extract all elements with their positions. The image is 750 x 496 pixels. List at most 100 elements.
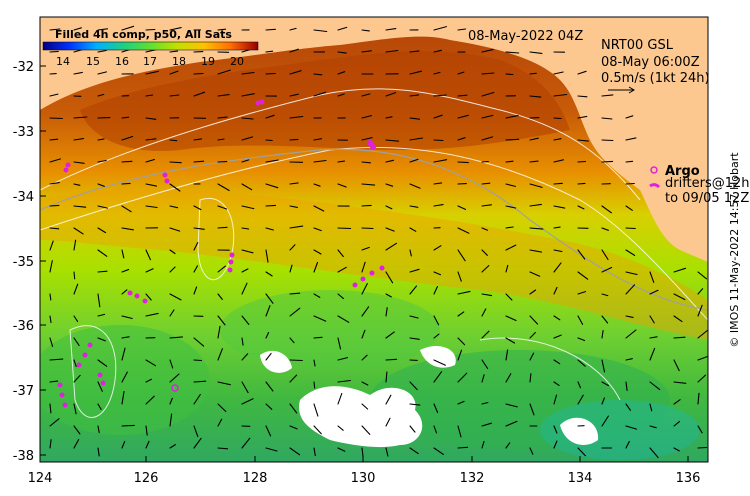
current-arrow [553,249,563,253]
current-arrow [217,183,230,192]
current-arrow [625,249,636,256]
current-arrow [577,359,586,367]
current-arrow [337,26,348,31]
current-arrow [625,425,638,430]
current-arrow [49,293,52,301]
current-arrow [625,205,633,211]
current-arrow [49,158,62,163]
current-arrow [505,183,516,187]
current-arrow [337,315,350,323]
current-arrow [529,51,543,54]
current-arrow [385,242,398,251]
current-arrow [313,183,321,187]
current-arrow [313,91,327,97]
current-arrow [409,50,420,53]
current-arrow [457,372,468,383]
current-arrow [577,249,586,260]
current-arrow [553,381,560,386]
current-arrow [265,352,272,361]
current-arrow [265,139,273,142]
current-arrow [265,305,271,317]
current-arrow [217,116,228,119]
current-arrow [361,283,368,295]
current-arrow [289,225,304,229]
current-arrow [409,117,421,120]
current-arrow [241,93,255,97]
current-arrow [73,138,85,141]
current-arrow [385,28,397,31]
colorbar-label: 15 [86,55,100,68]
current-arrow [217,403,227,413]
current-arrow [121,315,133,320]
argo-tracks [57,99,385,408]
current-arrow [553,359,561,365]
current-arrow [433,315,440,326]
current-arrow [169,336,184,339]
current-arrow [481,308,487,317]
current-arrow [241,183,253,191]
current-arrow [97,403,102,410]
current-arrow [385,227,395,232]
current-arrow [289,359,303,362]
current-arrow [265,249,269,263]
current-arrow [73,315,79,322]
current-arrow [601,227,609,231]
current-arrow [457,28,467,31]
current-arrow [193,72,204,75]
current-arrow [241,381,249,394]
current-arrow [217,348,223,361]
cloud-gap [560,417,599,445]
current-arrow [697,392,700,405]
current-arrow [337,71,346,75]
current-arrow [121,289,128,295]
current-arrow [169,161,182,164]
current-arrow [313,249,322,255]
current-arrow [433,71,441,75]
current-arrow [577,291,587,295]
current-arrow [145,268,154,273]
current-arrow [529,447,534,455]
current-arrow [601,397,605,405]
current-arrow [265,183,279,189]
current-arrow [241,282,248,295]
current-arrow [289,447,301,456]
current-arrow [577,337,586,342]
current-arrow [553,182,563,185]
current-arrow [577,95,588,98]
current-arrow [433,49,443,53]
current-arrow [361,29,370,32]
current-arrow [649,381,661,391]
cloud-gap [299,386,423,448]
current-arrow [433,333,440,339]
drifter-track-icon [649,183,661,189]
current-arrow [553,93,568,97]
current-arrow [481,49,494,53]
current-arrow [385,205,393,210]
current-arrow [169,397,173,405]
current-arrow [337,425,344,431]
current-arrow [385,271,394,284]
current-arrow [409,137,424,141]
current-arrow [121,116,130,119]
current-arrow [553,425,558,434]
current-arrow [313,293,321,298]
current-arrow [97,71,108,75]
current-arrow [409,315,419,319]
current-arrow [193,359,203,362]
current-arrow [313,447,316,457]
current-arrow [529,373,532,383]
current-arrow [241,398,254,405]
current-arrow [529,137,539,141]
current-arrow [505,349,509,361]
current-arrow [265,293,274,304]
current-arrow [217,447,229,450]
current-arrow [289,307,301,317]
current-arrow [409,425,416,433]
current-arrow [625,271,638,276]
current-arrow [625,440,630,449]
current-arrow [49,358,64,361]
current-arrows [49,25,708,459]
current-arrow [601,94,614,97]
current-arrow [145,205,158,209]
current-arrow [265,28,276,31]
